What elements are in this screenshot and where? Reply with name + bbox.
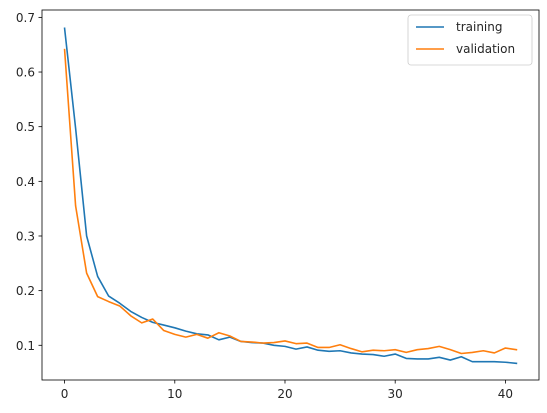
y-tick-label: 0.2 xyxy=(16,284,35,298)
x-tick-label: 10 xyxy=(167,387,182,401)
legend-label-training: training xyxy=(456,20,503,34)
x-tick-label: 40 xyxy=(498,387,513,401)
series-line-training xyxy=(63,27,518,365)
y-tick-label: 0.6 xyxy=(16,66,35,80)
y-tick-label: 0.1 xyxy=(16,339,35,353)
plot-area-frame xyxy=(41,9,540,381)
y-tick-label: 0.4 xyxy=(16,175,35,189)
series-layer xyxy=(63,27,518,365)
y-tick-label: 0.7 xyxy=(16,11,35,25)
legend: training validation xyxy=(407,14,533,66)
y-tick-label: 0.5 xyxy=(16,120,35,134)
x-tick-label: 30 xyxy=(388,387,403,401)
plot-area-background xyxy=(42,10,539,380)
series-line-validation xyxy=(63,48,518,355)
legend-label-validation: validation xyxy=(456,42,515,56)
tick-layer: 0 10 20 30 40 0.1 0.2 0.3 0.4 0.5 0.6 0.7 xyxy=(16,11,513,401)
x-tick-label: 0 xyxy=(61,387,69,401)
x-tick-label: 20 xyxy=(277,387,292,401)
y-tick-label: 0.3 xyxy=(16,229,35,243)
